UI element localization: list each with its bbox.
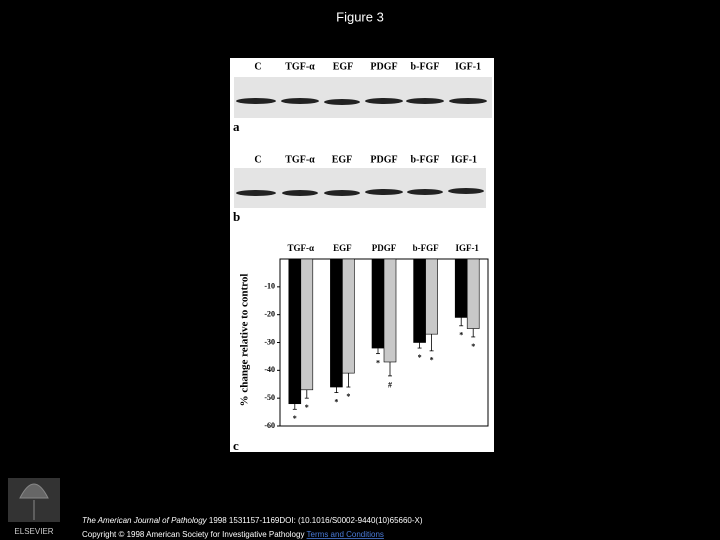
citation-text: 1998 1531157-1169DOI: (10.1016/S0002-944… [209, 516, 423, 525]
significance-marker: * [471, 342, 475, 351]
lane-label: C [254, 61, 261, 72]
significance-marker: * [430, 356, 434, 365]
bar [466, 258, 480, 329]
lane-label: PDGF [370, 154, 397, 165]
figure-panel [230, 58, 494, 452]
bar [330, 258, 343, 388]
bar [342, 258, 355, 374]
blot-a [234, 77, 492, 118]
citation: The American Journal of Pathology 1998 1… [82, 516, 423, 525]
lane-label: PDGF [370, 61, 397, 72]
bar [425, 258, 438, 335]
x-category-label: PDGF [372, 243, 397, 253]
significance-marker: # [388, 381, 392, 390]
x-category-label: b-FGF [413, 243, 440, 253]
panel-letter: a [233, 119, 240, 134]
x-category-label: EGF [333, 243, 352, 253]
journal: The American Journal of Pathology [82, 516, 208, 525]
slide-title: Figure 3 [336, 9, 384, 24]
publisher-logo [8, 478, 60, 522]
significance-marker: * [459, 331, 463, 340]
y-tick-label: -40 [264, 365, 275, 374]
significance-marker: * [334, 397, 338, 406]
lane-label: IGF-1 [451, 154, 477, 165]
lane-label: EGF [332, 154, 353, 165]
bar [413, 258, 426, 343]
x-category-label: IGF-1 [455, 243, 479, 253]
panel-letter: c [233, 438, 239, 453]
significance-marker: * [305, 403, 309, 412]
bar [383, 258, 397, 363]
copyright: Copyright © 1998 American Society for In… [82, 530, 384, 539]
panel-letter: b [233, 209, 240, 224]
significance-marker: * [376, 358, 380, 367]
significance-marker: * [346, 392, 350, 401]
bar [288, 258, 302, 405]
bar [371, 258, 385, 349]
lane-label: TGF-α [285, 154, 315, 165]
lane-label: IGF-1 [455, 61, 481, 72]
lane-label: EGF [333, 61, 354, 72]
y-tick-label: -20 [264, 309, 275, 318]
significance-marker: * [418, 353, 422, 362]
y-tick-label: -10 [264, 282, 275, 291]
lane-label: b-FGF [411, 61, 440, 72]
copyright-text: Copyright © 1998 American Society for In… [82, 530, 304, 539]
blot-b [234, 168, 486, 208]
blot-b-bands [236, 188, 484, 196]
publisher-name: ELSEVIER [14, 527, 53, 536]
significance-marker: * [293, 414, 297, 423]
blot-a-bands [236, 98, 487, 105]
lane-label: TGF-α [285, 61, 315, 72]
y-tick-label: -60 [264, 421, 275, 430]
bar [300, 258, 314, 391]
y-tick-label: -50 [264, 393, 275, 402]
y-tick-label: -30 [264, 337, 275, 346]
x-category-label: TGF-α [288, 243, 315, 253]
y-axis-label: % change relative to control [239, 274, 251, 407]
bar [454, 258, 468, 318]
lane-label: C [254, 154, 261, 165]
lane-label: b-FGF [411, 154, 440, 165]
terms-link[interactable]: Terms and Conditions [307, 530, 384, 539]
